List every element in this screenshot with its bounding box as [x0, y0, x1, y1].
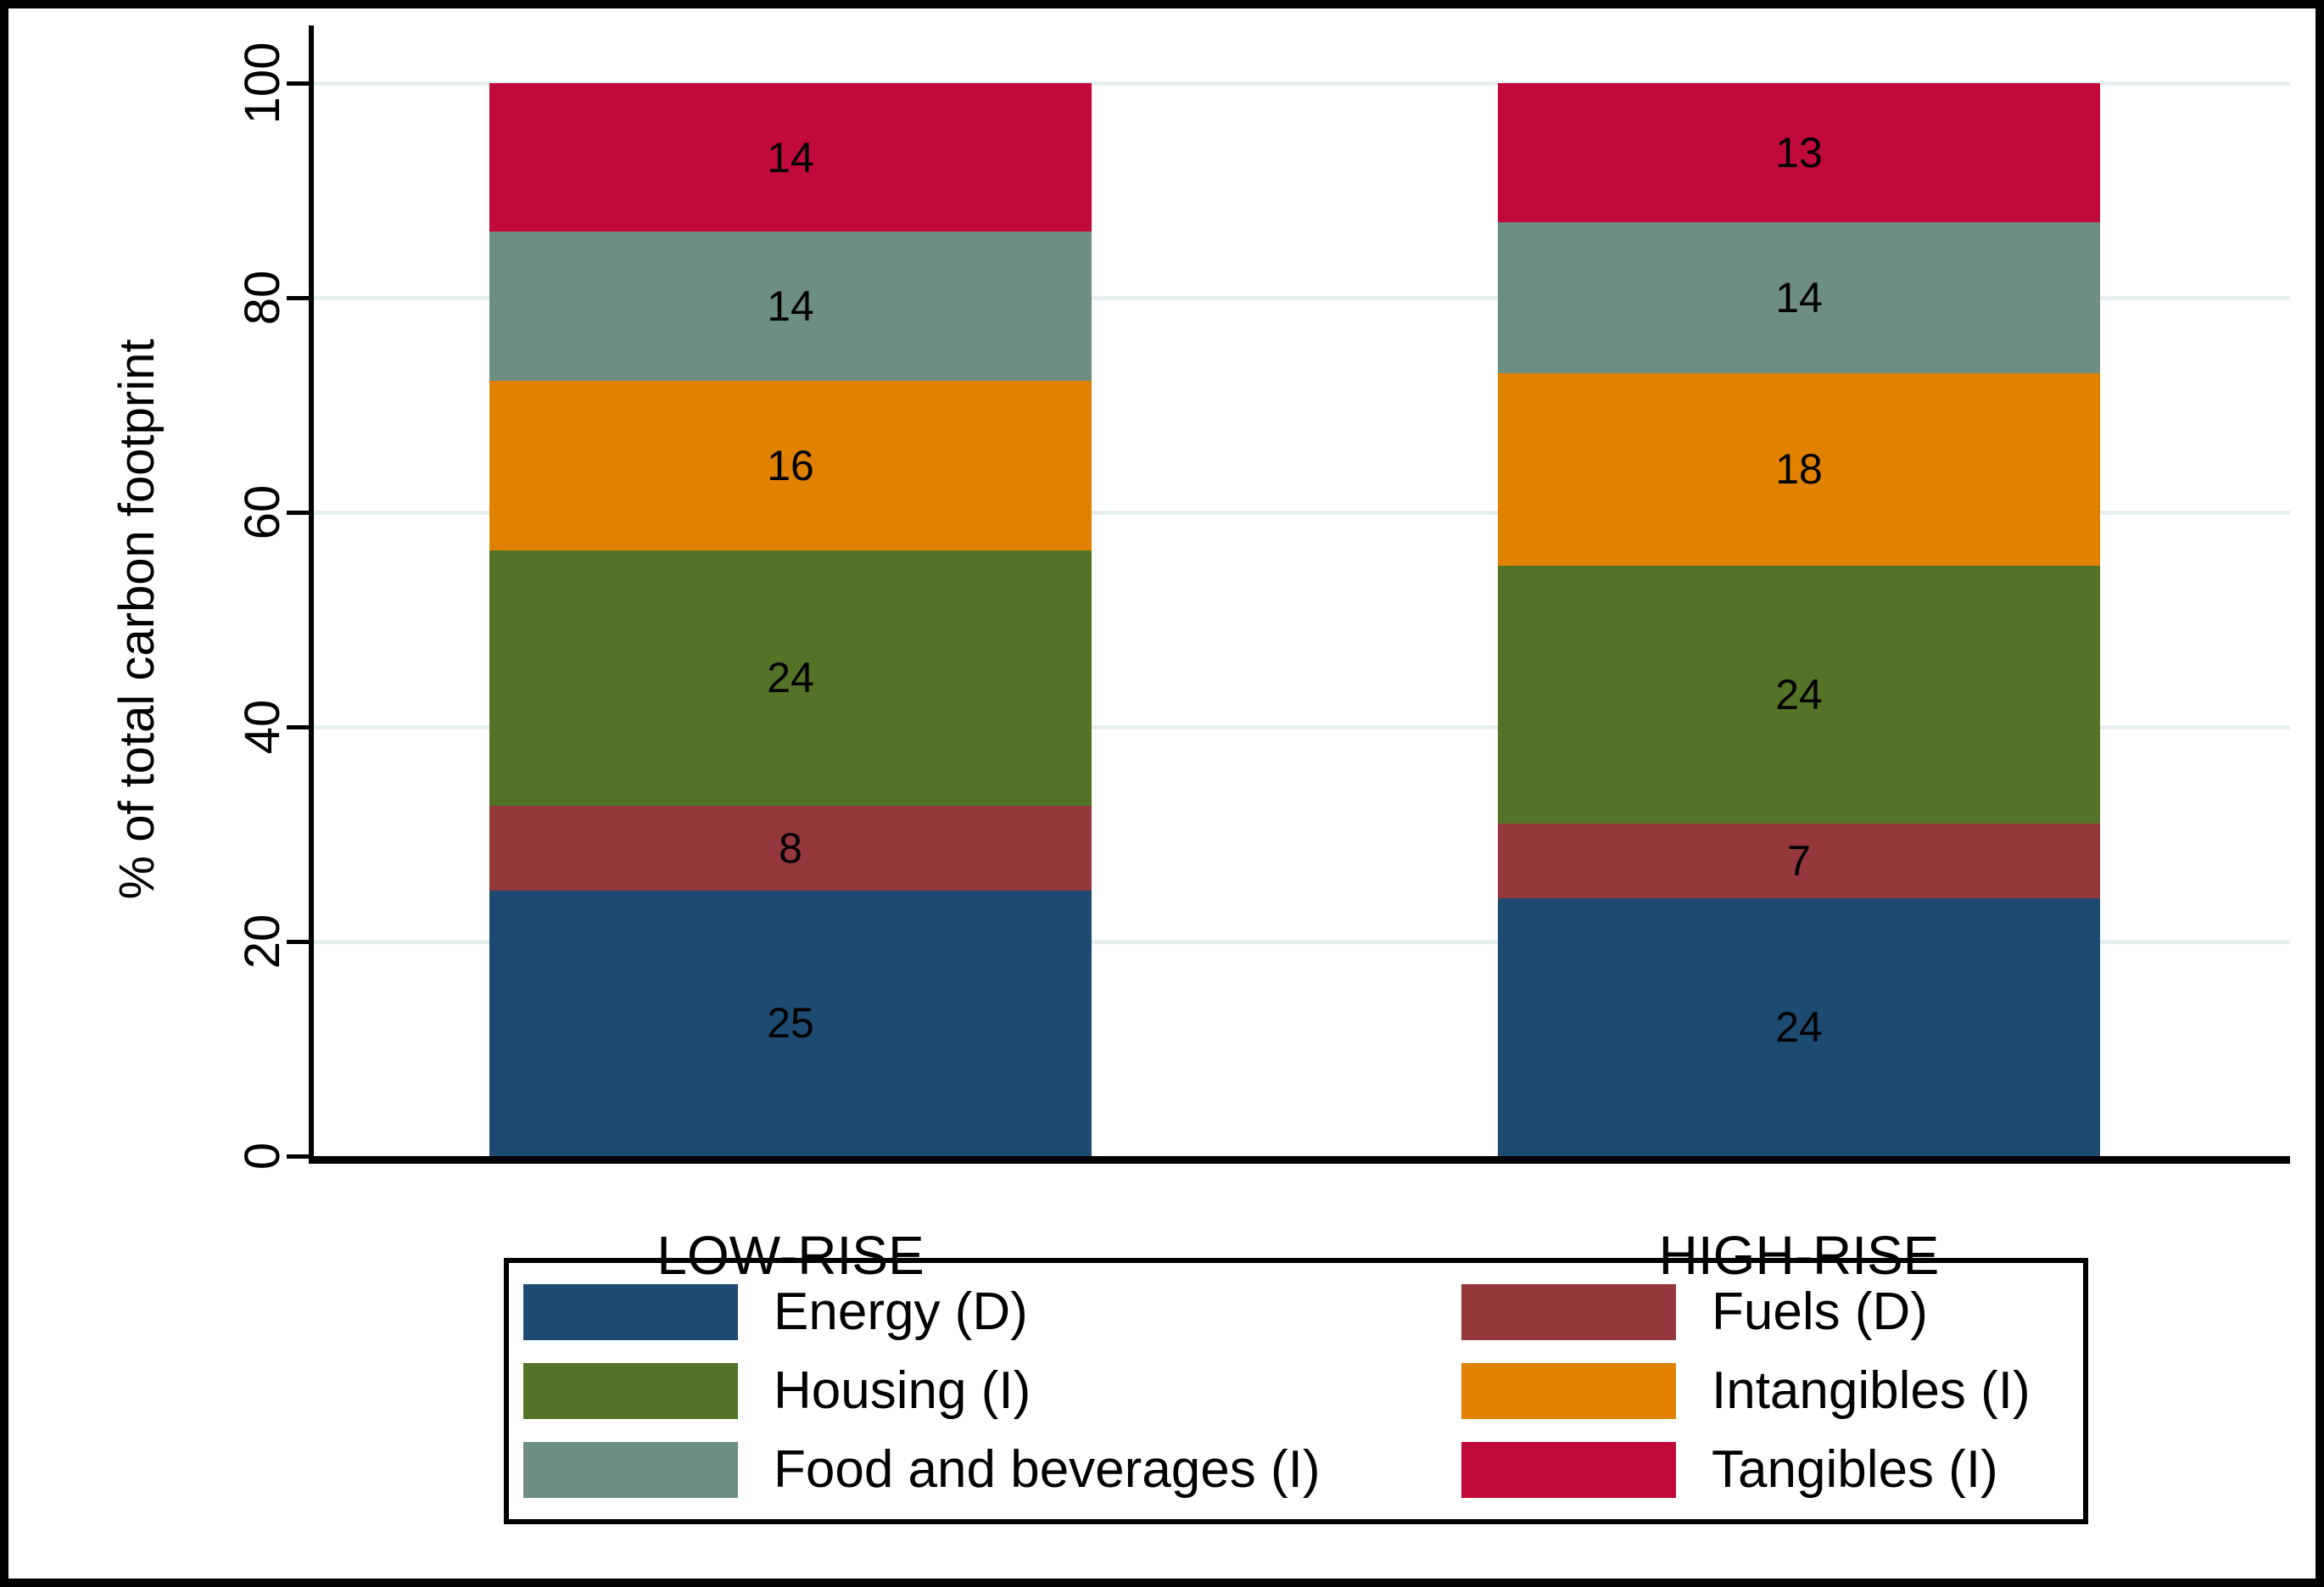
segment-food-and-beverages-i-: 14	[1498, 222, 2100, 373]
segment-value-label: 8	[779, 824, 802, 872]
gridline	[314, 940, 2290, 944]
segment-fuels-d-: 8	[489, 805, 1092, 891]
plot-area: 25 8 24 16 14 14 24 7 24 18 14 13	[314, 81, 2290, 1156]
bar-low-rise: 25 8 24 16 14 14	[489, 83, 1092, 1156]
legend: Energy (D) Housing (I) Food and beverages …	[504, 1258, 2088, 1524]
segment-value-label: 24	[1775, 1003, 1823, 1052]
y-tick	[287, 81, 309, 86]
legend-label: Intangibles (I)	[1712, 1361, 2031, 1420]
segment-value-label: 14	[1775, 274, 1823, 322]
gridline	[314, 725, 2290, 729]
legend-item: Housing (I)	[523, 1363, 1321, 1419]
legend-item: Tangibles (I)	[1461, 1442, 2031, 1498]
legend-label: Food and beverages (I)	[774, 1440, 1321, 1499]
y-tick	[287, 1154, 309, 1159]
y-tick-label: 40	[235, 699, 290, 755]
legend-item: Food and beverages (I)	[523, 1442, 1321, 1498]
segment-value-label: 7	[1787, 837, 1811, 886]
segment-housing-i-: 24	[1498, 566, 2100, 824]
y-tick	[287, 725, 309, 729]
x-axis-line	[309, 1156, 2290, 1164]
segment-value-label: 16	[767, 441, 814, 489]
y-tick-label: 20	[235, 914, 290, 970]
y-tick-label: 100	[235, 42, 290, 125]
y-tick-label: 0	[235, 1142, 290, 1171]
segment-tangibles-i-: 13	[1498, 83, 2100, 223]
legend-swatch	[523, 1442, 738, 1498]
x-category-label: HIGH-RISE	[1658, 1225, 1940, 1286]
segment-housing-i-: 24	[489, 550, 1092, 806]
gridline	[314, 296, 2290, 300]
segment-fuels-d-: 7	[1498, 823, 2100, 899]
legend-item: Energy (D)	[523, 1284, 1321, 1340]
segment-value-label: 24	[767, 654, 814, 702]
segment-food-and-beverages-i-: 14	[489, 232, 1092, 381]
legend-label: Housing (I)	[774, 1361, 1031, 1420]
legend-item: Intangibles (I)	[1461, 1363, 2031, 1419]
segment-value-label: 18	[1775, 445, 1823, 494]
segment-energy-d-: 25	[489, 890, 1092, 1156]
y-axis-title: % of total carbon footprint	[109, 338, 165, 900]
segment-energy-d-: 24	[1498, 898, 2100, 1156]
legend-label: Tangibles (I)	[1712, 1440, 1998, 1499]
y-tick	[287, 940, 309, 944]
legend-swatch	[523, 1284, 738, 1340]
y-tick-label: 60	[235, 484, 290, 540]
legend-swatch	[1461, 1284, 1676, 1340]
legend-column: Energy (D) Housing (I) Food and beverages …	[523, 1284, 1321, 1498]
segment-value-label: 25	[767, 999, 814, 1048]
segment-value-label: 24	[1775, 671, 1823, 719]
segment-value-label: 14	[767, 133, 814, 182]
x-category-label: LOW-RISE	[656, 1225, 925, 1286]
legend-swatch	[1461, 1363, 1676, 1419]
legend-label: Fuels (D)	[1712, 1282, 1928, 1341]
segment-intangibles-i-: 16	[489, 380, 1092, 551]
y-tick	[287, 511, 309, 515]
segment-value-label: 13	[1775, 129, 1823, 177]
gridline	[314, 81, 2290, 86]
segment-tangibles-i-: 14	[489, 83, 1092, 232]
segment-intangibles-i-: 18	[1498, 372, 2100, 567]
legend-label: Energy (D)	[774, 1282, 1028, 1341]
y-tick	[287, 296, 309, 300]
legend-swatch	[1461, 1442, 1676, 1498]
y-tick-label: 80	[235, 270, 290, 326]
legend-column: Fuels (D) Intangibles (I) Tangibles (I)	[1461, 1284, 2031, 1498]
y-axis-line	[309, 25, 314, 1164]
bar-high-rise: 24 7 24 18 14 13	[1498, 83, 2100, 1156]
legend-swatch	[523, 1363, 738, 1419]
legend-item: Fuels (D)	[1461, 1284, 2031, 1340]
segment-value-label: 14	[767, 282, 814, 331]
gridline	[314, 511, 2290, 515]
